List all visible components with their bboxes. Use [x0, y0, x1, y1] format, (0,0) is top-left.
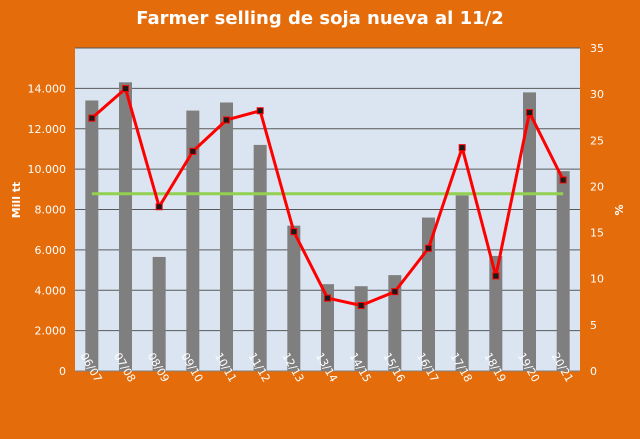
y-axis-title: Mill tt — [10, 182, 23, 219]
line-point — [155, 203, 163, 211]
y2-tick-label: 5 — [590, 319, 597, 332]
y-tick-label: 2.000 — [35, 325, 67, 338]
line-point — [492, 272, 500, 280]
y2-tick-label: 30 — [590, 88, 604, 101]
line-point — [559, 176, 567, 184]
bar — [321, 284, 334, 371]
y2-tick-label: 0 — [590, 365, 597, 378]
y-tick-label: 8.000 — [35, 204, 67, 217]
y-tick-label: 12.000 — [28, 123, 67, 136]
y-tick-label: 10.000 — [28, 163, 67, 176]
bar — [455, 195, 469, 371]
bar — [119, 82, 132, 371]
chart-title: Farmer selling de soja nueva al 11/2 — [136, 8, 504, 29]
y2-axis-ticks: 0 5 10 15 20 25 30 35 — [590, 42, 604, 378]
y-tick-label: 4.000 — [35, 284, 67, 297]
line-point — [391, 288, 399, 296]
y2-tick-label: 35 — [590, 42, 604, 55]
y2-axis-title: % — [613, 204, 626, 215]
y-tick-label: 14.000 — [28, 82, 67, 95]
y2-tick-label: 20 — [590, 180, 604, 193]
bar — [422, 217, 435, 371]
y2-tick-label: 15 — [590, 227, 604, 240]
line-point — [256, 107, 264, 115]
bar — [489, 255, 503, 371]
bar — [556, 171, 570, 371]
bar — [85, 100, 99, 372]
line-point — [425, 244, 432, 252]
line-point — [189, 147, 197, 155]
bar — [186, 110, 200, 372]
y-tick-label: 0 — [59, 365, 66, 378]
line-point — [324, 294, 331, 302]
bar — [388, 275, 402, 371]
bar — [287, 225, 301, 371]
y-tick-label: 6.000 — [35, 244, 67, 257]
line-point — [458, 144, 466, 152]
percent-line-series — [88, 85, 567, 309]
line-point — [122, 85, 129, 93]
line-point — [290, 228, 298, 236]
bar — [253, 144, 267, 371]
bar — [152, 256, 166, 371]
bar — [523, 92, 536, 371]
line-point — [357, 301, 365, 309]
y2-tick-label: 10 — [590, 273, 604, 286]
y2-tick-label: 25 — [590, 134, 604, 147]
bar-series — [85, 82, 570, 372]
bar — [220, 102, 233, 371]
line-point — [88, 114, 96, 122]
line-point — [526, 109, 533, 117]
line-point — [223, 116, 230, 124]
y-axis-ticks: 0 2.000 4.000 6.000 8.000 10.000 12.000 14.000 — [28, 82, 67, 378]
